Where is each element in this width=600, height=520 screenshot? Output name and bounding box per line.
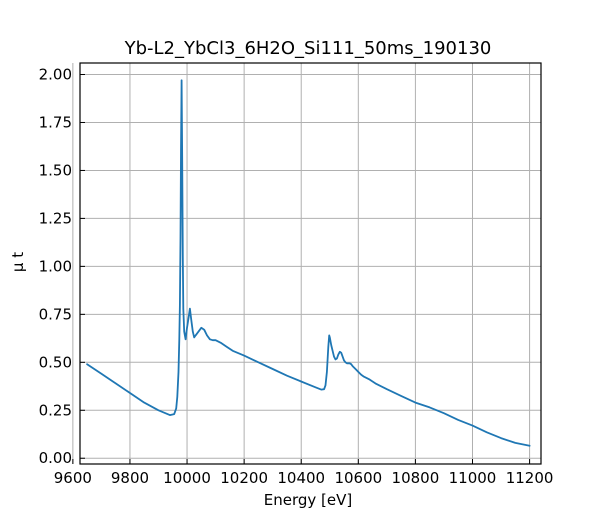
- plot-area-frame: [79, 62, 542, 465]
- chart-title: Yb-L2_YbCl3_6H2O_Si111_50ms_190130: [124, 38, 492, 59]
- y-tick-label: 1.75: [39, 113, 72, 131]
- x-tick-label: 10000: [163, 469, 211, 487]
- x-tick-label: 11200: [506, 469, 554, 487]
- y-tick-label: 1.50: [39, 161, 72, 179]
- y-tick-label: 2.00: [39, 66, 72, 84]
- series-layer: [86, 79, 531, 447]
- y-tick-label: 1.00: [39, 257, 72, 275]
- y-axis-title: μ t: [9, 252, 27, 272]
- x-tick-label: 11000: [449, 469, 497, 487]
- x-tick-label: 10200: [220, 469, 268, 487]
- x-axis-title: Energy [eV]: [264, 491, 352, 509]
- y-tick-label: 0.25: [39, 401, 72, 419]
- y-axis-ticks: 0.00 0.25 0.50 0.75 1.00 1.25 1.50 1.75 2.00: [39, 66, 85, 467]
- x-tick-label: 10600: [334, 469, 382, 487]
- x-tick-label: 10400: [277, 469, 325, 487]
- grid: [72, 63, 541, 464]
- y-tick-label: 0.75: [39, 305, 72, 323]
- y-tick-label: 0.00: [39, 449, 72, 467]
- x-axis-ticks: 9600 9800 10000 10200 10400 10600 10800 11000 11…: [54, 459, 554, 487]
- x-tick-label: 9600: [54, 469, 92, 487]
- y-tick-label: 0.50: [39, 353, 72, 371]
- y-tick-label: 1.25: [39, 209, 72, 227]
- x-tick-label: 10800: [392, 469, 440, 487]
- series-line: [86, 79, 531, 447]
- x-tick-label: 9800: [111, 469, 149, 487]
